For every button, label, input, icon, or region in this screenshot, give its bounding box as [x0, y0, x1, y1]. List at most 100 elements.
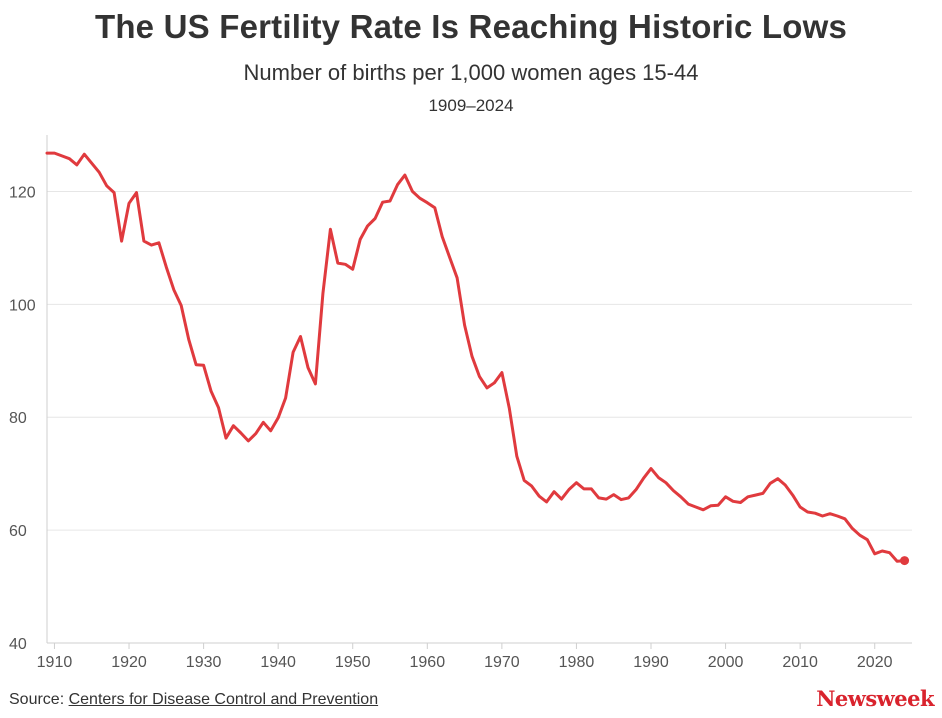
data-point	[739, 501, 743, 505]
data-point	[694, 505, 698, 509]
data-point	[403, 173, 407, 177]
data-point	[336, 261, 340, 265]
data-point	[321, 292, 325, 296]
data-point	[716, 503, 720, 507]
data-point	[619, 498, 623, 502]
x-tick-label: 1940	[260, 654, 296, 671]
date-range: 1909–2024	[428, 96, 514, 115]
data-point	[373, 217, 377, 221]
data-point	[120, 239, 124, 243]
data-point	[478, 375, 482, 379]
data-point	[448, 256, 452, 260]
data-point	[276, 416, 280, 420]
data-point	[202, 363, 206, 367]
data-point	[806, 510, 810, 514]
data-point	[470, 354, 474, 358]
data-point	[157, 241, 161, 245]
data-point	[552, 490, 556, 494]
data-point	[828, 512, 832, 516]
data-point	[731, 499, 735, 503]
data-point	[701, 508, 705, 512]
data-point	[224, 436, 228, 440]
data-point	[895, 559, 899, 563]
end-point-marker	[900, 556, 910, 566]
x-tick-label: 2000	[708, 654, 744, 671]
y-tick-label: 80	[9, 410, 27, 427]
data-point	[485, 386, 489, 390]
data-point	[604, 497, 608, 501]
data-point	[507, 406, 511, 410]
data-point	[791, 493, 795, 497]
y-tick-label: 120	[9, 184, 36, 201]
data-point	[410, 189, 414, 193]
data-point	[194, 363, 198, 367]
data-point	[768, 481, 772, 485]
data-point	[313, 382, 317, 386]
data-point	[246, 439, 250, 443]
line-chart: 40 60 80 100 120 1910 1920 1930 1940 1950 1960 1970…	[9, 135, 912, 671]
data-point	[888, 551, 892, 555]
data-point	[172, 288, 176, 292]
data-point	[396, 183, 400, 187]
data-point	[813, 511, 817, 515]
x-tick-label: 2010	[782, 654, 818, 671]
data-point	[873, 552, 877, 556]
data-point	[75, 163, 79, 167]
data-point	[843, 517, 847, 521]
data-point	[492, 381, 496, 385]
data-point	[880, 549, 884, 553]
source-note: Source: Centers for Disease Control and …	[9, 691, 378, 709]
data-point	[187, 337, 191, 341]
data-point	[709, 504, 713, 508]
x-tick-label: 1960	[410, 654, 446, 671]
data-point	[149, 243, 153, 247]
data-point	[231, 424, 235, 428]
data-point	[105, 184, 109, 188]
data-point	[381, 200, 385, 204]
data-point	[627, 496, 631, 500]
data-point	[821, 514, 825, 518]
data-point	[418, 196, 422, 200]
data-point	[90, 161, 94, 165]
data-point	[686, 502, 690, 506]
data-point	[776, 477, 780, 481]
x-tick-label: 1970	[484, 654, 520, 671]
x-tick-label: 1990	[633, 654, 669, 671]
data-point	[671, 489, 675, 493]
data-point	[433, 206, 437, 210]
source-link[interactable]: Centers for Disease Control and Preventi…	[68, 691, 379, 708]
data-point	[500, 371, 504, 375]
data-point	[589, 487, 593, 491]
data-point	[45, 151, 49, 155]
data-point	[112, 191, 116, 195]
x-tick-label: 1910	[37, 654, 73, 671]
data-point	[597, 496, 601, 500]
data-point	[343, 262, 347, 266]
data-point	[254, 432, 258, 436]
chart-subtitle: Number of births per 1,000 women ages 15…	[243, 60, 699, 85]
data-point	[306, 366, 310, 370]
source-prefix: Source:	[9, 691, 69, 708]
data-point	[582, 487, 586, 491]
data-point	[351, 267, 355, 271]
x-tick-label: 1950	[335, 654, 371, 671]
data-point	[515, 454, 519, 458]
x-tick-label: 1930	[186, 654, 222, 671]
newsweek-logo: Newsweek	[816, 686, 934, 711]
chart-title: The US Fertility Rate Is Reaching Histor…	[94, 8, 848, 45]
x-tick-label: 1980	[559, 654, 595, 671]
data-point	[835, 514, 839, 518]
data-point	[328, 227, 332, 231]
y-tick-label: 60	[9, 523, 27, 540]
data-point	[239, 431, 243, 435]
data-point	[724, 495, 728, 499]
data-point	[522, 478, 526, 482]
data-point	[366, 224, 370, 228]
y-tick-label: 40	[9, 636, 27, 653]
x-tick-label: 2020	[857, 654, 893, 671]
data-point	[850, 526, 854, 530]
data-point	[179, 304, 183, 308]
fertility-rate-line	[45, 151, 906, 563]
data-point	[537, 494, 541, 498]
data-point	[135, 191, 139, 195]
